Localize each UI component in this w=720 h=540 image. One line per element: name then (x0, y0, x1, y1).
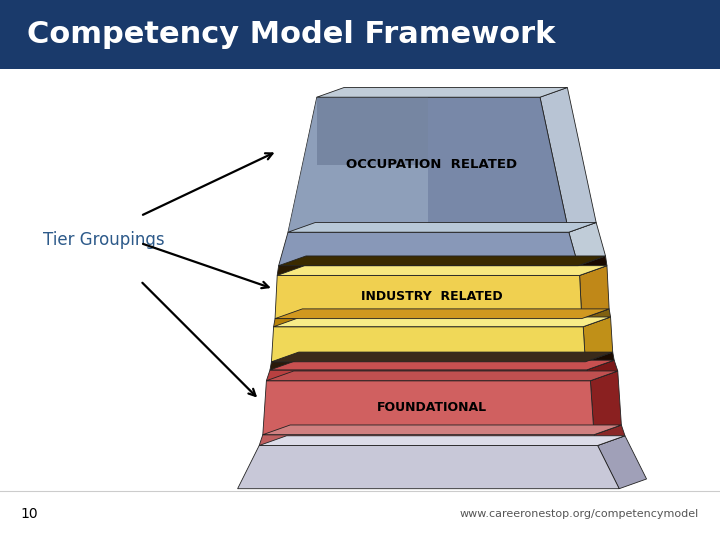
Polygon shape (288, 97, 569, 232)
Polygon shape (271, 327, 585, 362)
Text: FOUNDATIONAL: FOUNDATIONAL (377, 401, 487, 414)
Polygon shape (266, 371, 618, 381)
Polygon shape (288, 222, 596, 232)
Polygon shape (274, 317, 611, 327)
Polygon shape (317, 87, 567, 97)
Polygon shape (274, 319, 583, 327)
Polygon shape (540, 87, 596, 232)
Polygon shape (263, 381, 594, 435)
Polygon shape (238, 446, 619, 489)
Polygon shape (587, 360, 618, 381)
Polygon shape (277, 266, 607, 275)
Polygon shape (279, 256, 606, 266)
Polygon shape (288, 97, 428, 232)
Text: www.careeronestop.org/competencymodel: www.careeronestop.org/competencymodel (459, 509, 698, 519)
Polygon shape (270, 360, 614, 370)
Polygon shape (270, 362, 587, 370)
Polygon shape (259, 436, 625, 446)
Polygon shape (590, 371, 621, 435)
Polygon shape (569, 222, 606, 266)
Text: Tier Groupings: Tier Groupings (43, 231, 165, 249)
Text: Competency Model Framework: Competency Model Framework (27, 20, 556, 49)
Polygon shape (583, 317, 613, 362)
Polygon shape (275, 275, 582, 319)
Polygon shape (259, 435, 598, 446)
Text: OCCUPATION  RELATED: OCCUPATION RELATED (346, 158, 518, 171)
Polygon shape (578, 256, 607, 275)
Polygon shape (263, 425, 621, 435)
Polygon shape (317, 97, 428, 165)
Polygon shape (279, 232, 578, 266)
Polygon shape (277, 266, 580, 275)
Polygon shape (271, 352, 613, 362)
Polygon shape (580, 266, 609, 319)
Polygon shape (582, 309, 611, 327)
Polygon shape (266, 370, 590, 381)
Polygon shape (598, 436, 647, 489)
Text: INDUSTRY  RELATED: INDUSTRY RELATED (361, 291, 503, 303)
Polygon shape (594, 425, 625, 446)
Polygon shape (275, 309, 609, 319)
Bar (0, 0, 720, 69)
Polygon shape (585, 352, 614, 370)
Text: 10: 10 (20, 507, 37, 521)
